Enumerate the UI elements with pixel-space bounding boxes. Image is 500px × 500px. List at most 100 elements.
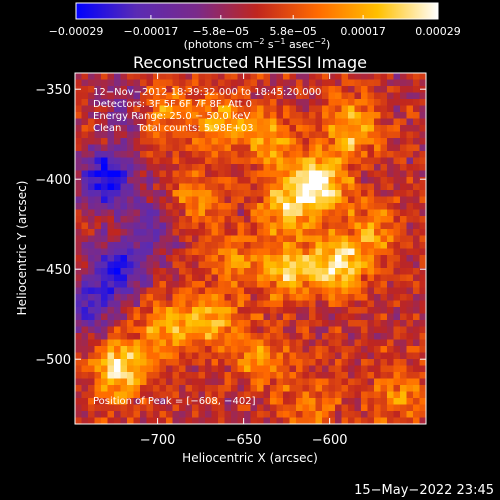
heatmap-cell [237,196,245,204]
heatmap-cell [146,287,154,295]
heatmap-cell [374,300,382,308]
heatmap-cell [413,365,421,373]
heatmap-cell [218,411,226,419]
heatmap-cell [94,281,102,289]
heatmap-cell [380,359,388,367]
heatmap-cell [198,359,206,367]
heatmap-cell [257,320,265,328]
heatmap-cell [354,404,362,412]
heatmap-cell [257,307,265,315]
heatmap-cell [120,339,128,347]
heatmap-cell [120,274,128,282]
heatmap-cell [244,359,252,367]
heatmap-cell [101,112,109,120]
heatmap-cell [341,138,349,146]
heatmap-cell [211,294,219,302]
heatmap-cell [114,359,122,367]
heatmap-cell [367,261,375,269]
heatmap-cell [172,203,180,211]
heatmap-cell [101,385,109,393]
heatmap-cell [419,352,426,360]
heatmap-cell [101,404,109,412]
heatmap-cell [400,183,408,191]
heatmap-cell [205,151,213,159]
heatmap-cell [296,313,304,321]
heatmap-cell [205,118,213,126]
heatmap-cell [400,268,408,276]
heatmap-cell [309,131,317,139]
heatmap-cell [276,417,284,424]
heatmap-cell [354,333,362,341]
heatmap-cell [107,151,115,159]
heatmap-cell [101,255,109,263]
heatmap-cell [289,411,297,419]
heatmap-cell [322,79,330,87]
heatmap-cell [322,268,330,276]
heatmap-cell [231,209,239,217]
heatmap-cell [101,411,109,419]
heatmap-cell [185,183,193,191]
heatmap-cell [166,365,174,373]
heatmap-cell [185,333,193,341]
heatmap-cell [348,359,356,367]
heatmap-cell [179,378,187,386]
heatmap-cell [88,320,96,328]
heatmap-cell [205,92,213,100]
heatmap-cell [296,398,304,406]
heatmap-cell [276,385,284,393]
heatmap-cell [400,274,408,282]
heatmap-cell [387,222,395,230]
heatmap-cell [341,235,349,243]
heatmap-cell [315,313,323,321]
heatmap-cell [380,248,388,256]
heatmap-cell [374,118,382,126]
heatmap-cell [348,378,356,386]
heatmap-cell [283,222,291,230]
heatmap-cell [237,261,245,269]
heatmap-cell [211,372,219,380]
heatmap-cell [153,177,161,185]
heatmap-cell [374,274,382,282]
heatmap-cell [354,365,362,373]
heatmap-cell [419,391,426,399]
heatmap-cell [133,138,141,146]
heatmap-cell [146,73,154,81]
heatmap-cell [224,235,232,243]
heatmap-cell [146,378,154,386]
heatmap-cell [341,105,349,113]
heatmap-cell [172,378,180,386]
heatmap-cell [406,118,414,126]
heatmap-cell [237,190,245,198]
heatmap-cell [179,105,187,113]
heatmap-cell [393,73,401,81]
heatmap-cell [127,339,135,347]
heatmap-cell [75,151,83,159]
heatmap-cell [218,339,226,347]
heatmap-cell [335,320,343,328]
heatmap-cell [263,294,271,302]
heatmap-cell [198,372,206,380]
heatmap-cell [237,144,245,152]
heatmap-cell [400,300,408,308]
heatmap-cell [419,372,426,380]
heatmap-cell [244,378,252,386]
heatmap-cell [302,131,310,139]
heatmap-cell [244,125,252,133]
heatmap-cell [387,255,395,263]
heatmap-cell [211,118,219,126]
heatmap-cell [179,125,187,133]
heatmap-cell [302,203,310,211]
heatmap-cell [419,307,426,315]
heatmap-cell [276,281,284,289]
heatmap-cell [296,417,304,424]
heatmap-cell [120,99,128,107]
heatmap-cell [159,138,167,146]
heatmap-cell [107,105,115,113]
heatmap-cell [361,92,369,100]
heatmap-cell [94,242,102,250]
heatmap-cell [309,378,317,386]
heatmap-cell [107,359,115,367]
heatmap-cell [341,157,349,165]
heatmap-cell [374,170,382,178]
heatmap-cell [231,300,239,308]
